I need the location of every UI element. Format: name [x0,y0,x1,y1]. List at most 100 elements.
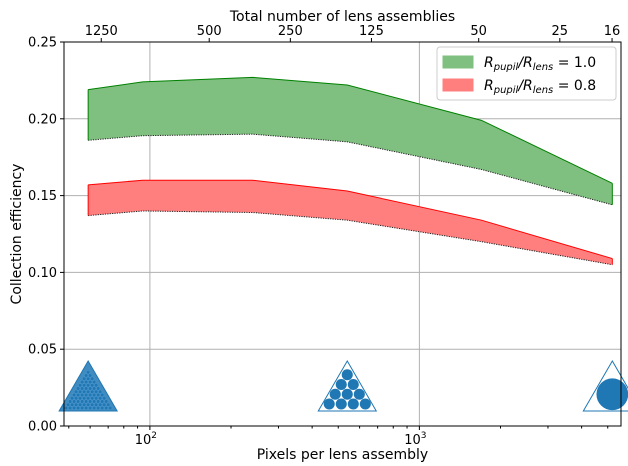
lens-circle [596,378,628,410]
y-tick-label: 0.05 [28,343,57,358]
x-tick-label: 103 [404,431,426,448]
y-tick-label: 0.10 [28,266,57,281]
lens-circle [70,396,74,400]
lens-circle [68,406,72,410]
legend-label-part: = 1.0 [553,55,596,71]
lens-circle [72,400,76,404]
top-tick-label: 1250 [85,24,118,39]
legend-label-part: /R [516,78,532,94]
lens-circle [76,393,80,397]
lens-circle [84,400,88,404]
lens-circle [92,387,96,391]
lens-circle [96,400,100,404]
legend-label-part: lens [533,62,553,73]
lens-circle [104,400,108,404]
lens-circle [96,406,100,410]
lens-circle [76,400,80,404]
lens-circle [92,380,96,384]
x-tick-base: 10 [404,433,421,448]
lens-circle [76,387,80,391]
lens-circle [96,387,100,391]
y-tick-label: 0.15 [28,189,57,204]
legend-label-part: lens [533,85,553,96]
lens-circle [68,400,72,404]
legend-label-part: R [484,55,494,71]
lens-circle [84,380,88,384]
lens-circle [104,406,108,410]
lens-circle [82,396,86,400]
lens-circle [70,403,74,407]
lens-circle [80,380,84,384]
lens-circle [84,374,88,378]
top-tick-label: 250 [278,24,303,39]
lens-circle [98,403,102,407]
lens-circle [100,393,104,397]
lens-circle [94,390,98,394]
x-tick-label: 102 [135,431,157,448]
lens-circle [90,403,94,407]
lens-circle [88,374,92,378]
lens-circle [92,406,96,410]
legend-swatch-0 [443,56,473,68]
lens-circle [86,377,90,381]
lens-circle [88,406,92,410]
legend-label-part: = 0.8 [553,78,596,94]
lens-circle [102,396,106,400]
y-tick-label: 0.25 [28,36,57,51]
lens-circle [90,383,94,387]
lens-circle [78,383,82,387]
lens-circle [82,383,86,387]
lens-circle [92,400,96,404]
top-axis-label: Total number of lens assemblies [229,9,455,25]
lens-circle [90,377,94,381]
top-tick-label: 125 [359,24,384,39]
lens-circle [100,406,104,410]
lens-circle [90,390,94,394]
lens-circle [348,379,359,390]
lens-circle [86,403,90,407]
lens-circle [82,390,86,394]
lens-circle [80,387,84,391]
lens-circle [88,400,92,404]
lens-circle [108,406,112,410]
lens-circle [84,393,88,397]
lens-circle [78,390,82,394]
lens-circle [74,403,78,407]
lens-circle [86,390,90,394]
lens-circle [354,389,365,400]
top-tick-label: 16 [604,24,621,39]
lens-circle [80,393,84,397]
lens-circle [102,403,106,407]
triangle-many-lenses [59,361,117,411]
lens-circle [106,403,110,407]
lens-circle [96,393,100,397]
x-tick-exponent: 2 [151,431,157,441]
x-tick-base: 10 [135,433,152,448]
lens-circle [324,398,335,409]
top-tick-label: 500 [197,24,222,39]
triangle-ten-lenses [318,361,376,411]
lens-circle [92,393,96,397]
lens-circle [86,396,90,400]
lens-circle [64,406,68,410]
top-tick-label: 25 [552,24,569,39]
lens-circle [84,406,88,410]
y-tick-label: 0.20 [28,112,57,127]
y-tick-label: 0.00 [28,420,57,435]
series-band-1 [88,180,612,264]
lens-circle [84,387,88,391]
lens-circle [336,379,347,390]
legend-label-part: pupil [493,85,519,96]
legend-swatch-1 [443,79,473,91]
lens-circle [80,400,84,404]
lens-circle [90,396,94,400]
lens-circle [98,390,102,394]
lens-circle [336,398,347,409]
lens-circle [74,396,78,400]
lens-circle [78,396,82,400]
lens-circle [78,403,82,407]
lens-circle [88,380,92,384]
lens-circle [360,398,371,409]
lens-circle [72,406,76,410]
lens-circle [342,389,353,400]
